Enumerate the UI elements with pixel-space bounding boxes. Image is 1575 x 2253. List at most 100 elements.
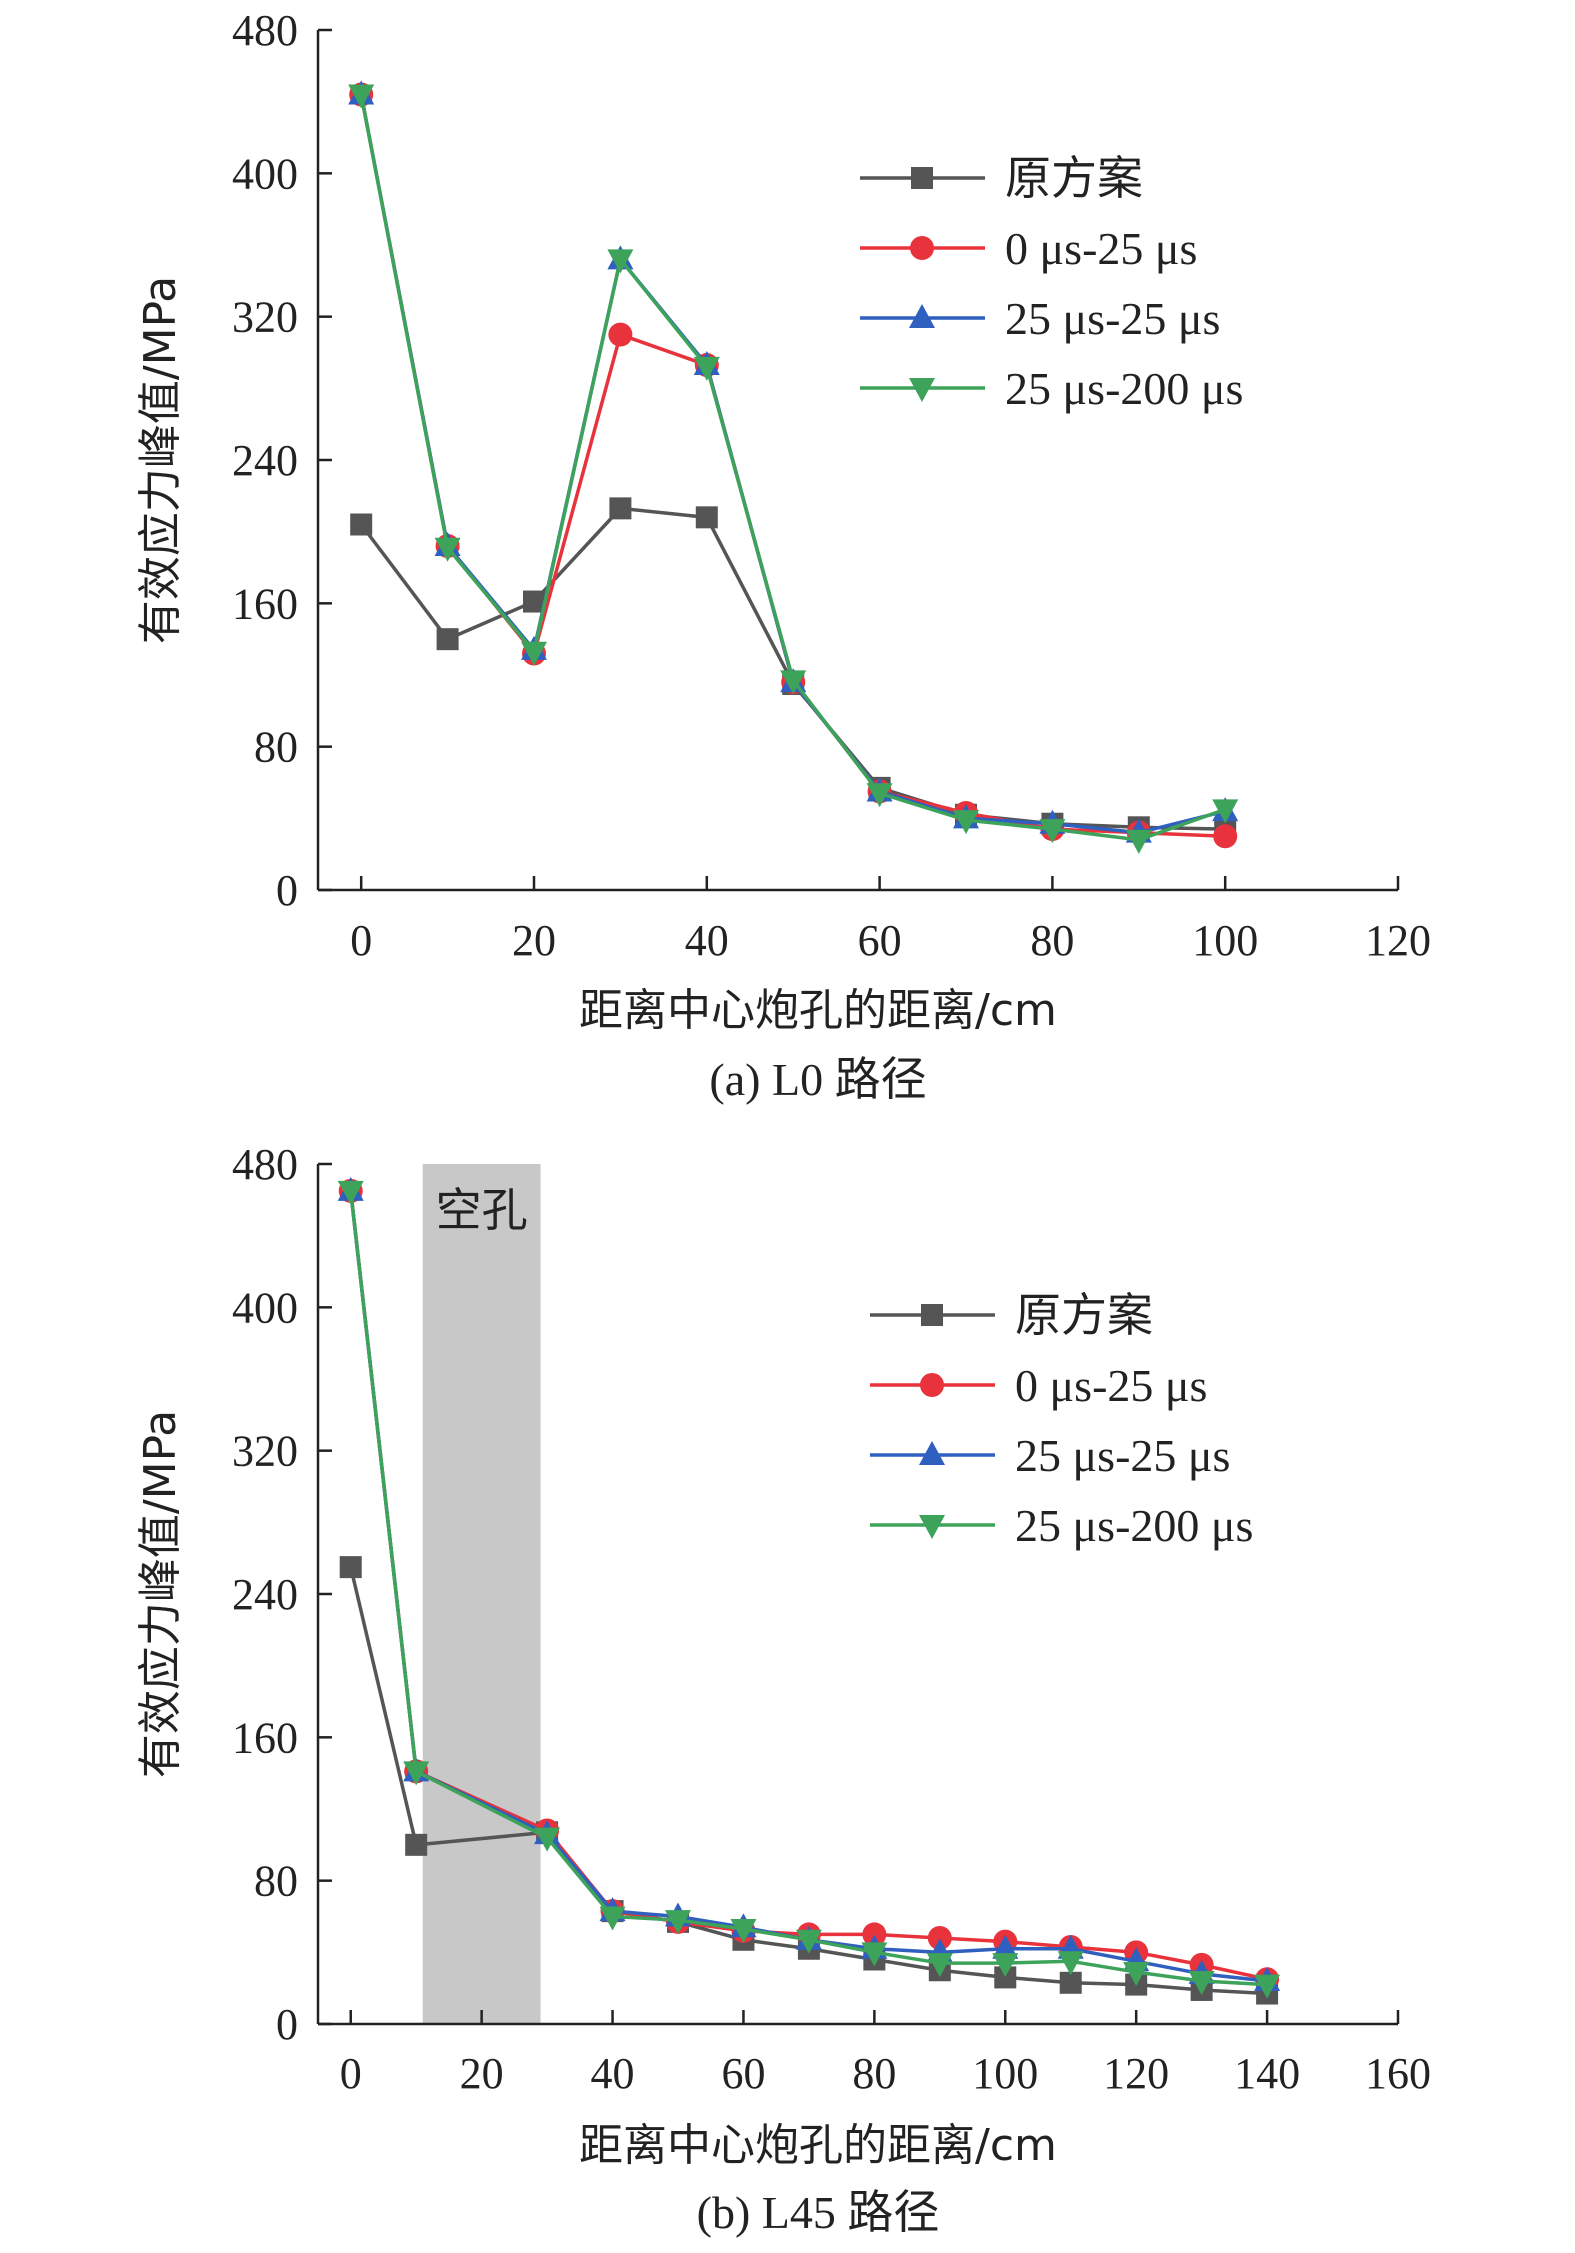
data-point	[339, 1556, 362, 1579]
data-point	[695, 506, 718, 529]
legend-marker	[919, 1441, 945, 1465]
x-tick-label: 60	[721, 2049, 765, 2098]
x-tick-label: 20	[460, 2049, 504, 2098]
x-axis-label: 距离中心炮孔的距离/cm	[579, 2120, 1057, 2171]
panel-caption: (b) L45 路径	[697, 2187, 940, 2238]
data-point	[436, 628, 459, 651]
x-tick-label: 100	[972, 2049, 1038, 2098]
x-axis-label: 距离中心炮孔的距离/cm	[579, 985, 1057, 1036]
y-tick-label: 160	[232, 1713, 298, 1762]
legend-label: 25 μs-25 μs	[1005, 293, 1220, 344]
panel-caption: (a) L0 路径	[709, 1054, 926, 1105]
x-tick-label: 120	[1103, 2049, 1169, 2098]
data-point	[994, 1966, 1017, 1989]
y-tick-label: 240	[232, 1570, 298, 1619]
data-point	[693, 356, 720, 381]
x-tick-label: 160	[1365, 2049, 1431, 2098]
legend-marker	[921, 1304, 943, 1326]
legend-label: 0 μs-25 μs	[1005, 223, 1197, 274]
legend-marker	[910, 236, 934, 260]
legend-marker	[920, 1373, 944, 1397]
legend-label: 0 μs-25 μs	[1015, 1360, 1207, 1411]
data-point	[534, 1827, 561, 1852]
y-tick-label: 80	[254, 1857, 298, 1906]
x-tick-label: 140	[1234, 2049, 1300, 2098]
data-point	[1213, 824, 1238, 849]
data-point	[523, 590, 545, 613]
x-tick-label: 100	[1192, 916, 1258, 965]
data-point	[861, 1942, 888, 1967]
y-tick-label: 400	[232, 149, 298, 198]
x-tick-label: 80	[1030, 916, 1074, 965]
hole-region	[422, 1164, 541, 2024]
data-point	[609, 497, 632, 520]
y-axis-label: 有效应力峰值/MPa	[135, 276, 186, 644]
data-point	[1212, 799, 1239, 824]
y-tick-label: 480	[232, 1140, 298, 1189]
data-point	[1123, 1962, 1150, 1987]
x-tick-label: 0	[340, 2049, 362, 2098]
series-line	[359, 94, 1226, 838]
data-point	[403, 1761, 430, 1786]
x-tick-label: 20	[512, 916, 556, 965]
data-point	[607, 249, 634, 274]
series-line	[348, 1190, 1268, 1987]
legend-label: 25 μs-200 μs	[1015, 1500, 1253, 1551]
data-point	[608, 322, 633, 347]
data-point	[521, 641, 547, 666]
data-point	[405, 1833, 428, 1856]
legend-marker	[909, 304, 935, 328]
y-tick-label: 240	[232, 436, 298, 485]
y-tick-label: 320	[232, 1427, 298, 1476]
data-point	[434, 537, 461, 562]
series-line	[359, 94, 1226, 835]
series-3	[337, 1180, 1281, 1999]
data-point	[1188, 1971, 1215, 1995]
data-point	[1057, 1951, 1084, 1976]
y-tick-label: 160	[232, 579, 298, 628]
y-tick-label: 0	[276, 2000, 298, 2049]
chart-panel-a: 0 80 160 240 320 400 480 0 20 40 60 80 100 120 有效应力峰值/…	[135, 6, 1431, 1105]
data-point	[1039, 819, 1066, 844]
data-point	[927, 1926, 952, 1950]
data-point	[926, 1953, 953, 1978]
data-point	[730, 1919, 757, 1944]
series-line	[348, 1190, 1268, 1983]
legend-label: 原方案	[1005, 153, 1143, 204]
data-point	[348, 84, 375, 109]
y-tick-label: 80	[254, 723, 298, 772]
x-tick-label: 40	[591, 2049, 635, 2098]
series-line	[359, 94, 1226, 842]
legend-marker	[919, 1515, 945, 1539]
legend-marker	[911, 167, 933, 189]
legend-marker	[909, 378, 935, 402]
y-tick-label: 320	[232, 293, 298, 342]
x-tick-label: 60	[858, 916, 902, 965]
data-point	[665, 1910, 691, 1935]
chart-panel-b: 空孔 0 80 160 240 320 400 480 0 20 40 60 80 100 120 140 16…	[135, 1140, 1431, 2238]
x-tick-label: 120	[1365, 916, 1431, 965]
x-tick-label: 0	[350, 916, 372, 965]
data-point	[780, 670, 807, 695]
series-3	[348, 84, 1239, 854]
data-point	[1125, 829, 1152, 854]
data-point	[337, 1180, 364, 1205]
legend-label: 原方案	[1015, 1290, 1153, 1341]
data-point	[1059, 1971, 1082, 1994]
data-point	[862, 1922, 887, 1947]
data-point	[992, 1934, 1019, 1959]
data-point	[992, 1953, 1019, 1978]
y-tick-label: 400	[232, 1283, 298, 1332]
legend-label: 25 μs-200 μs	[1005, 363, 1243, 414]
x-tick-label: 80	[852, 2049, 896, 2098]
y-axis-label: 有效应力峰值/MPa	[135, 1410, 186, 1778]
data-point	[795, 1929, 822, 1954]
data-point	[953, 810, 979, 835]
legend-label: 25 μs-25 μs	[1015, 1430, 1230, 1481]
data-point	[866, 783, 893, 808]
y-tick-label: 0	[276, 866, 298, 915]
y-tick-label: 480	[232, 6, 298, 55]
data-point	[599, 1906, 626, 1931]
data-point	[350, 513, 373, 536]
